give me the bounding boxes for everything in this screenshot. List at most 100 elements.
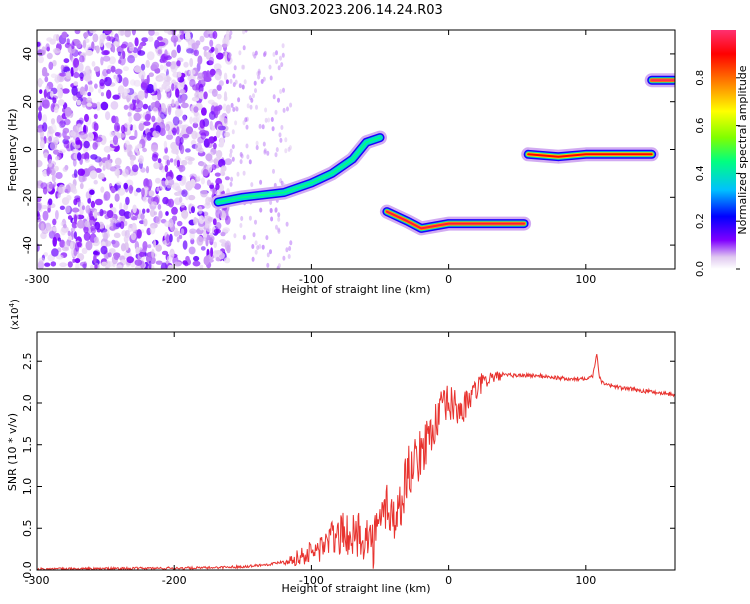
noise-speckle <box>63 241 70 251</box>
noise-speckle <box>189 79 196 88</box>
noise-speckle <box>41 229 49 234</box>
noise-speckle <box>149 209 156 218</box>
noise-speckle <box>126 144 133 152</box>
noise-speckle <box>123 104 129 110</box>
noise-speckle <box>147 179 153 189</box>
noise-speckle <box>181 159 188 166</box>
noise-speckle <box>233 65 237 71</box>
noise-speckle <box>175 135 181 146</box>
noise-speckle <box>219 239 226 244</box>
noise-speckle <box>61 197 70 206</box>
noise-speckle <box>42 103 50 109</box>
noise-speckle <box>37 55 44 64</box>
snr-series-line <box>37 353 675 570</box>
noise-speckle <box>119 55 124 60</box>
noise-speckle <box>134 37 139 47</box>
noise-speckle <box>40 232 47 240</box>
noise-speckle <box>245 124 249 130</box>
noise-speckle <box>155 177 161 184</box>
noise-speckle <box>222 103 227 112</box>
colorbar-tick-label: 0.2 <box>695 213 706 229</box>
noise-speckle <box>113 232 121 239</box>
noise-speckle <box>289 240 293 246</box>
noise-speckle <box>114 193 120 202</box>
y-tick-label: 0 <box>21 146 34 153</box>
noise-speckle <box>107 252 112 258</box>
noise-speckle <box>136 100 144 110</box>
noise-speckle <box>270 117 274 122</box>
noise-speckle <box>61 31 68 39</box>
noise-speckle <box>157 158 162 164</box>
noise-speckle <box>254 249 258 255</box>
noise-speckle <box>280 62 284 68</box>
noise-speckle <box>272 94 276 100</box>
noise-speckle <box>131 222 137 233</box>
noise-speckle <box>98 88 102 94</box>
noise-speckle <box>169 233 173 243</box>
noise-speckle <box>80 76 84 82</box>
noise-speckle <box>135 187 142 193</box>
noise-speckle <box>158 162 163 171</box>
noise-speckle <box>196 175 201 180</box>
noise-speckle <box>179 136 184 145</box>
noise-speckle <box>93 209 98 219</box>
noise-speckle <box>70 227 76 232</box>
noise-speckle <box>275 224 278 230</box>
noise-speckle <box>252 93 255 99</box>
noise-speckle <box>93 179 98 185</box>
noise-speckle <box>71 138 76 147</box>
noise-speckle <box>105 111 111 121</box>
noise-speckle <box>72 94 78 101</box>
noise-speckle <box>54 132 61 137</box>
noise-speckle <box>113 254 119 261</box>
noise-speckle <box>265 235 269 241</box>
noise-speckle <box>189 173 197 179</box>
noise-speckle <box>85 205 91 214</box>
noise-speckle <box>73 214 78 224</box>
noise-speckle <box>172 127 177 136</box>
noise-speckle <box>50 118 56 125</box>
noise-speckle <box>215 222 222 230</box>
noise-speckle <box>279 89 283 94</box>
noise-speckle <box>157 36 163 41</box>
noise-speckle <box>62 88 70 94</box>
noise-speckle <box>84 84 88 92</box>
noise-speckle <box>103 191 111 201</box>
noise-speckle <box>142 103 149 110</box>
noise-speckle <box>114 168 121 177</box>
noise-speckle <box>213 228 221 234</box>
noise-speckle <box>95 101 101 111</box>
noise-speckle <box>272 52 276 57</box>
noise-speckle <box>39 139 45 150</box>
noise-speckle <box>192 260 201 267</box>
noise-speckle <box>201 107 207 116</box>
noise-speckle <box>112 45 116 53</box>
noise-speckle <box>242 45 246 51</box>
noise-speckle <box>42 210 49 221</box>
noise-speckle <box>154 100 160 109</box>
noise-speckle <box>82 124 89 134</box>
noise-speckle <box>228 53 232 59</box>
noise-speckle <box>167 264 174 269</box>
noise-speckle <box>243 79 247 85</box>
noise-speckle <box>120 243 126 252</box>
noise-speckle <box>108 36 115 42</box>
noise-speckle <box>138 123 145 131</box>
noise-speckle <box>130 232 137 241</box>
spectral-feature-trace <box>217 136 381 204</box>
noise-speckle <box>254 219 257 225</box>
noise-speckle <box>231 144 235 150</box>
noise-speckle <box>58 184 66 194</box>
noise-speckle <box>126 97 130 103</box>
noise-speckle <box>106 43 112 49</box>
noise-speckle <box>189 228 197 234</box>
noise-speckle <box>94 221 101 230</box>
noise-speckle <box>112 94 120 100</box>
noise-speckle <box>145 165 150 174</box>
noise-speckle <box>37 159 43 168</box>
noise-speckle <box>146 131 152 141</box>
noise-speckle <box>279 55 282 61</box>
noise-speckle <box>89 170 98 180</box>
noise-speckle <box>176 126 180 135</box>
